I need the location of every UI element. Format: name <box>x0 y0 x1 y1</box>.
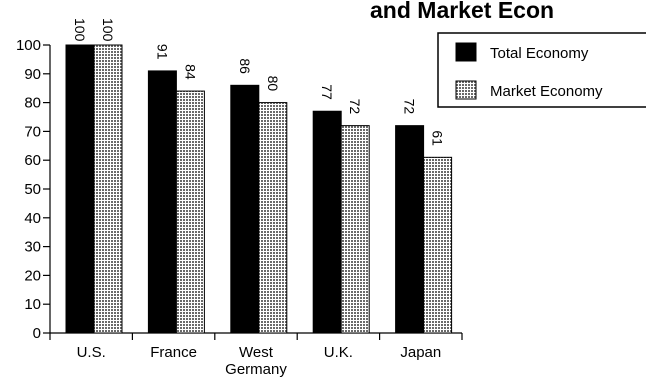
bar-market-economy <box>93 44 123 334</box>
y-tick-label: 60 <box>24 152 41 169</box>
category-label: France <box>150 344 197 361</box>
bar-value-label: 100 <box>100 18 116 42</box>
y-tick-label: 30 <box>24 239 41 256</box>
bar-market-economy <box>423 156 453 334</box>
y-tick-label: 90 <box>24 66 41 83</box>
bar-total-economy <box>230 84 260 334</box>
bar-total-economy <box>312 110 342 334</box>
bar-value-label: 84 <box>182 64 198 80</box>
legend-label-market-economy: Market Economy <box>490 83 603 100</box>
legend-swatch-market-economy <box>455 80 477 100</box>
bar-total-economy <box>147 70 177 334</box>
bar-value-label: 72 <box>347 99 363 115</box>
y-tick-label: 70 <box>24 123 41 140</box>
bar-market-economy <box>258 102 288 334</box>
bar-value-label: 100 <box>72 18 88 42</box>
y-tick-label: 50 <box>24 181 41 198</box>
bar-value-label: 80 <box>265 76 281 92</box>
y-tick-label: 0 <box>33 325 41 342</box>
category-label: U.K. <box>324 344 353 361</box>
bar-value-label: 72 <box>402 99 418 115</box>
bar-total-economy <box>65 44 95 334</box>
bar-market-economy <box>175 90 205 334</box>
legend-swatch-total-economy <box>455 42 477 62</box>
legend-label-total-economy: Total Economy <box>490 45 589 62</box>
y-tick-label: 20 <box>24 267 41 284</box>
bar-total-economy <box>395 125 425 334</box>
y-tick-label: 100 <box>16 37 41 54</box>
bar-market-economy <box>340 125 370 334</box>
category-label: U.S. <box>77 344 106 361</box>
bar-value-label: 86 <box>237 58 253 74</box>
bar-value-label: 77 <box>319 84 335 100</box>
chart-title: and Market Econ <box>370 0 554 23</box>
bar-value-label: 91 <box>154 44 170 60</box>
bar-value-label: 61 <box>430 130 446 146</box>
y-tick-label: 10 <box>24 296 41 313</box>
category-label: West <box>239 344 274 361</box>
y-tick-label: 80 <box>24 95 41 112</box>
y-tick-label: 40 <box>24 210 41 227</box>
category-label: Germany <box>225 361 287 378</box>
category-label: Japan <box>400 344 441 361</box>
